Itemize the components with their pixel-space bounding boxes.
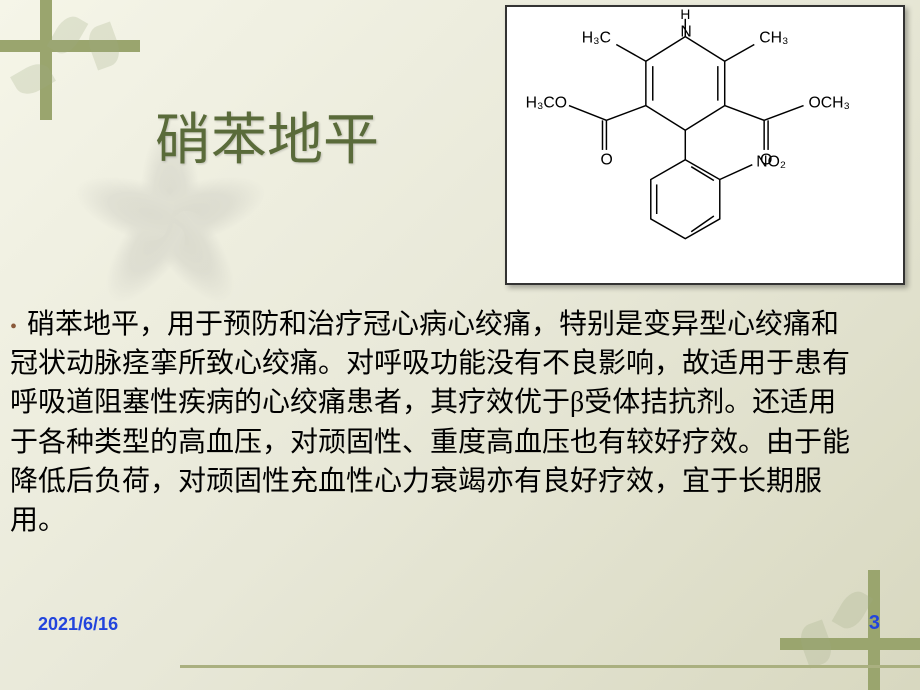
slide-date: 2021/6/16 <box>38 614 118 635</box>
body-text-content: 硝苯地平，用于预防和治疗冠心病心绞痛，特别是变异型心绞痛和冠状动脉痉挛所致心绞痛… <box>10 309 850 536</box>
body-paragraph: •硝苯地平，用于预防和治疗冠心病心绞痛，特别是变异型心绞痛和冠状动脉痉挛所致心绞… <box>10 305 860 540</box>
chem-label-o-left: O <box>601 152 613 169</box>
chem-label-no2: NO₂ <box>756 154 786 171</box>
bottom-rule <box>180 665 920 668</box>
chemical-structure-diagram: H₃C CH₃ N H H₃CO OCH₃ O O NO₂ <box>505 5 905 285</box>
chem-label-n: N <box>680 24 691 41</box>
chem-label-ch3-left: H₃C <box>582 29 611 46</box>
chem-label-nh-h: H <box>680 7 690 22</box>
chem-label-ch3-right: CH₃ <box>759 29 788 46</box>
slide-page-number: 3 <box>869 612 880 635</box>
chem-label-och3-right: OCH₃ <box>809 95 850 112</box>
slide-title: 硝苯地平 <box>155 95 379 176</box>
chem-label-och3-left: H₃CO <box>526 95 567 112</box>
bullet-icon: • <box>10 316 17 338</box>
